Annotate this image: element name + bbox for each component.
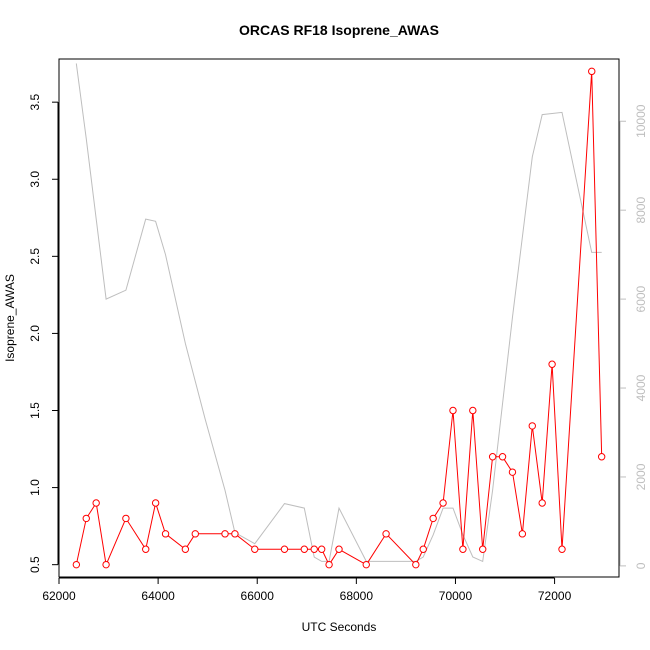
data-point — [161, 530, 170, 538]
data-point — [300, 545, 309, 553]
data-point — [122, 514, 130, 523]
data-point — [82, 514, 90, 523]
data-point — [102, 560, 110, 569]
data-point — [362, 560, 370, 569]
x-axis: 62000 64000 66000 68000 70000 72000 — [42, 577, 572, 603]
y-tick-label: 2.5 — [28, 248, 42, 265]
data-point — [469, 406, 477, 415]
y2-tick-label: 8000 — [634, 197, 648, 224]
y-tick-label: 3.0 — [28, 171, 42, 188]
chart-title: ORCAS RF18 Isoprene_AWAS — [239, 22, 439, 38]
data-point — [548, 360, 556, 368]
data-point — [449, 406, 457, 415]
data-point — [142, 545, 150, 553]
data-point — [325, 560, 333, 569]
y-tick-label: 1.5 — [28, 402, 42, 419]
y-axis-label: Isoprene_AWAS — [3, 274, 17, 362]
x-axis-label: UTC Seconds — [302, 620, 377, 634]
x-tick-label: 72000 — [538, 589, 572, 603]
x-tick-label: 64000 — [141, 589, 175, 603]
data-point — [72, 560, 81, 569]
data-point — [488, 453, 497, 461]
y-tick-label: 1.0 — [28, 479, 42, 496]
isoprene-series-line — [75, 71, 603, 567]
data-point — [310, 545, 318, 553]
data-point — [419, 545, 427, 553]
data-point — [231, 530, 239, 538]
series-layer — [72, 63, 606, 569]
x-tick-label: 70000 — [439, 589, 473, 603]
data-point — [92, 499, 100, 507]
y-tick-label: 2.0 — [28, 325, 42, 342]
data-point — [317, 545, 326, 553]
y2-tick-label: 6000 — [634, 285, 648, 312]
data-point — [429, 514, 437, 523]
plot-area — [58, 58, 620, 578]
data-point — [498, 453, 507, 461]
data-point — [191, 530, 199, 538]
data-point — [181, 545, 190, 553]
data-point — [412, 560, 420, 569]
data-point — [479, 545, 487, 553]
data-point — [382, 530, 390, 538]
data-point — [558, 545, 566, 553]
y2-tick-label: 4000 — [634, 374, 648, 401]
data-point — [597, 453, 606, 461]
x-tick-label: 62000 — [42, 589, 76, 603]
y2-axis: 0 2000 4000 6000 8000 10000 — [619, 104, 648, 569]
y-tick-label: 3.5 — [28, 94, 42, 111]
y2-tick-label: 2000 — [634, 463, 648, 490]
y-axis: 0.5 1.0 1.5 2.0 2.5 3.0 3.5 — [28, 94, 59, 573]
data-point — [538, 499, 546, 507]
data-point — [221, 530, 229, 538]
data-point — [335, 545, 343, 553]
data-point — [588, 67, 596, 76]
y2-tick-label: 0 — [634, 562, 648, 569]
y-tick-label: 0.5 — [28, 556, 42, 573]
data-point — [280, 545, 289, 553]
y2-tick-label: 10000 — [634, 104, 648, 138]
data-point — [151, 499, 160, 507]
data-point — [528, 422, 536, 430]
data-point — [251, 545, 259, 553]
data-point — [459, 545, 467, 553]
data-point — [508, 468, 517, 476]
x-tick-label: 68000 — [340, 589, 374, 603]
x-tick-label: 66000 — [241, 589, 275, 603]
data-point — [439, 499, 447, 507]
grey-series-line — [75, 63, 602, 563]
data-point — [518, 530, 527, 538]
